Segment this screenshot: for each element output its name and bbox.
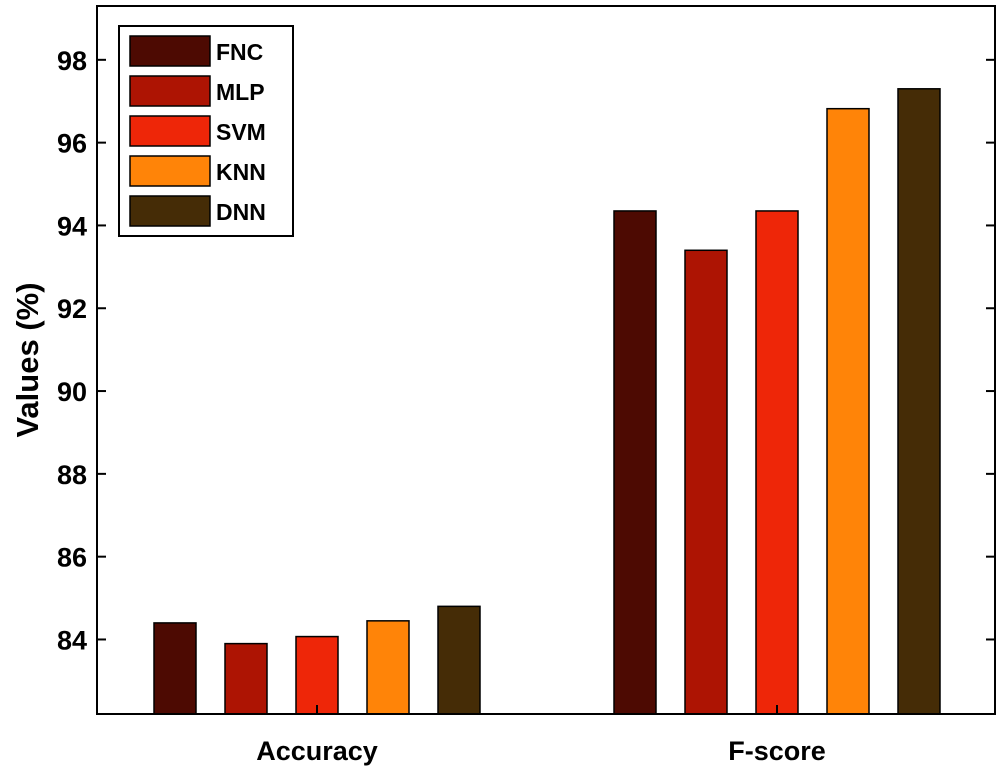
y-tick-label: 90 — [57, 377, 87, 407]
bar-knn-accuracy — [366, 620, 410, 715]
legend-swatch-svm — [129, 115, 211, 147]
y-axis-ticks: 84 86 88 90 92 94 96 98 — [57, 46, 995, 655]
legend: FNC MLP SVM KNN DNN — [118, 25, 294, 237]
legend-label-svm: SVM — [216, 119, 266, 145]
plot-frame — [96, 5, 996, 715]
bar-dnn-f-score — [897, 88, 941, 715]
y-tick-label: 86 — [57, 543, 87, 573]
legend-label-mlp: MLP — [216, 79, 265, 105]
x-tick-label: F-score — [728, 736, 826, 766]
legend-swatch-dnn — [129, 195, 211, 227]
bar-mlp-accuracy — [224, 642, 268, 715]
x-tick-label: Accuracy — [256, 736, 378, 766]
legend-label-dnn: DNN — [216, 199, 266, 225]
legend-label-fnc: FNC — [216, 39, 263, 65]
y-tick-label: 96 — [57, 129, 87, 159]
y-tick-label: 84 — [57, 625, 87, 655]
legend-swatch-fnc — [129, 35, 211, 67]
y-tick-label: 92 — [57, 294, 87, 324]
bar-dnn-accuracy — [437, 605, 481, 715]
bar-knn-f-score — [826, 107, 870, 715]
y-tick-label: 98 — [57, 46, 87, 76]
y-tick-label: 88 — [57, 460, 87, 490]
bar-svm-accuracy — [295, 635, 339, 715]
bar-mlp-f-score — [684, 249, 728, 715]
legend-swatch-knn — [129, 155, 211, 187]
legend-label-knn: KNN — [216, 159, 266, 185]
y-axis-title: Values (%) — [10, 282, 45, 437]
bar-fnc-f-score — [613, 210, 657, 715]
legend-swatch-mlp — [129, 75, 211, 107]
bar-fnc-accuracy — [153, 622, 197, 715]
y-tick-label: 94 — [57, 211, 87, 241]
bar-svm-f-score — [755, 210, 799, 715]
x-axis-ticks: Accuracy F-score — [256, 705, 826, 766]
